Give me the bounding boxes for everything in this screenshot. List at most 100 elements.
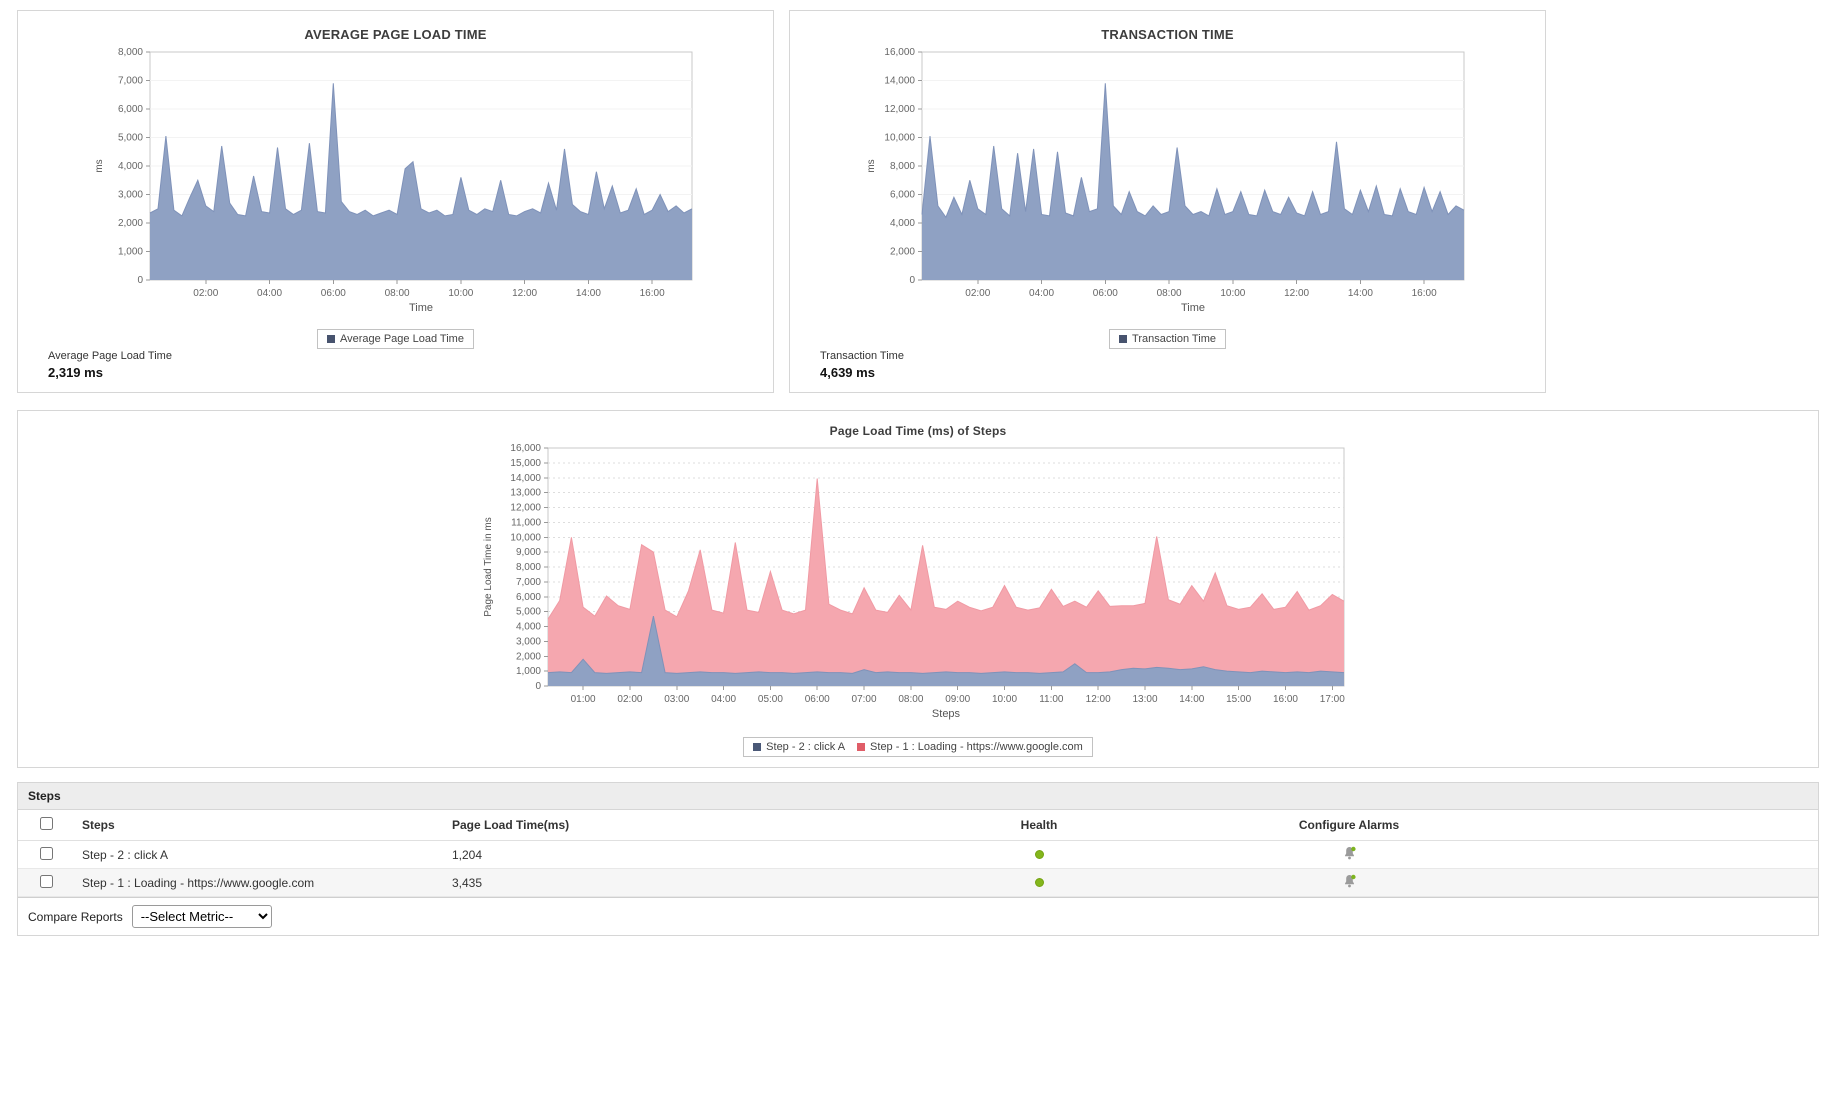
svg-text:12:00: 12:00: [1086, 694, 1111, 705]
table-header-row: Steps Page Load Time(ms) Health Configur…: [18, 810, 1818, 841]
svg-text:9,000: 9,000: [516, 547, 541, 558]
svg-text:10:00: 10:00: [448, 288, 473, 299]
col-configure-alarms: Configure Alarms: [1204, 810, 1494, 841]
configure-alarm-button[interactable]: [1343, 874, 1356, 888]
svg-text:8,000: 8,000: [516, 562, 541, 573]
chart-title: TRANSACTION TIME: [1101, 27, 1234, 42]
col-filler: [1494, 810, 1818, 841]
average-page-load-chart: 0 1,000 2,000 3,000 4,000 5,000 6,000 7,000 8,00…: [86, 44, 706, 329]
svg-text:05:00: 05:00: [758, 694, 783, 705]
filler-cell: [1494, 840, 1818, 869]
legend-marker-icon: [753, 743, 762, 751]
svg-text:8,000: 8,000: [889, 161, 914, 172]
svg-text:02:00: 02:00: [965, 288, 990, 299]
transaction-time-svg: 0 2,000 4,000 6,000 8,000 10,000 12,000 14,000 1…: [866, 47, 1464, 314]
svg-text:Steps: Steps: [932, 708, 961, 720]
health-indicator: [1034, 849, 1044, 859]
legend-marker-icon: [857, 743, 866, 751]
svg-text:10,000: 10,000: [510, 532, 541, 543]
svg-text:09:00: 09:00: [945, 694, 970, 705]
svg-text:06:00: 06:00: [1092, 288, 1117, 299]
legend-label: Transaction Time: [1132, 333, 1216, 345]
configure-alarm-icon: [1344, 874, 1356, 888]
legend-box: Average Page Load Time: [317, 329, 474, 349]
svg-text:8,000: 8,000: [117, 47, 142, 58]
select-all-checkbox[interactable]: [39, 817, 53, 830]
svg-text:01:00: 01:00: [571, 694, 596, 705]
average-page-load-time-svg: 0 1,000 2,000 3,000 4,000 5,000 6,000 7,000 8,00…: [94, 47, 692, 314]
svg-text:10:00: 10:00: [1220, 288, 1245, 299]
chart-legend: Transaction Time: [1109, 329, 1226, 349]
filler-cell: [1494, 868, 1818, 897]
svg-text:17:00: 17:00: [1320, 694, 1345, 705]
table-row: Step - 2 : click A 1,204: [18, 840, 1818, 869]
svg-text:04:00: 04:00: [257, 288, 282, 299]
metric-select[interactable]: --Select Metric--: [131, 905, 272, 928]
chart-title: Page Load Time (ms) of Steps: [829, 424, 1007, 438]
table-row: Step - 1 : Loading - https://www.google.…: [18, 868, 1818, 897]
svg-text:4,000: 4,000: [117, 161, 142, 172]
col-page-load-time: Page Load Time(ms): [444, 810, 874, 841]
svg-text:3,000: 3,000: [117, 190, 142, 201]
legend-box: Step - 2 : click A Step - 1 : Loading - h…: [743, 737, 1093, 757]
report-page: AVERAGE PAGE LOAD TIME 0 1,000 2,000 3,000 4…: [17, 10, 1819, 936]
svg-text:0: 0: [535, 681, 541, 692]
legend-item: Step - 1 : Loading - https://www.google.…: [857, 741, 1083, 753]
row-checkbox[interactable]: [39, 874, 53, 888]
summary-label: Average Page Load Time: [48, 350, 172, 362]
steps-table: Steps Page Load Time(ms) Health Configur…: [18, 810, 1818, 897]
steps-panel-title: Steps: [18, 783, 1818, 810]
page-load-time-value: 3,435: [444, 868, 874, 897]
svg-text:11,000: 11,000: [511, 517, 541, 528]
top-charts-row: AVERAGE PAGE LOAD TIME 0 1,000 2,000 3,000 4…: [17, 10, 1819, 393]
svg-text:15,000: 15,000: [510, 458, 541, 469]
svg-text:04:00: 04:00: [711, 694, 736, 705]
compare-reports-bar: Compare Reports --Select Metric--: [18, 897, 1818, 935]
summary-value: 4,639 ms: [820, 365, 875, 380]
svg-text:13:00: 13:00: [1132, 694, 1157, 705]
transaction-time-panel: TRANSACTION TIME 0 2,000 4,000 6,000 8,000 10…: [789, 10, 1546, 393]
legend-marker-icon: [1119, 335, 1128, 343]
steps-stacked-chart: 0 1,000 2,000 3,000 4,000 5,000 6,000 7,000 8,00…: [478, 440, 1358, 737]
svg-text:Time: Time: [1180, 302, 1204, 314]
chart-title: AVERAGE PAGE LOAD TIME: [304, 27, 487, 42]
svg-text:11:00: 11:00: [1039, 694, 1064, 705]
page-load-time-of-steps-svg: 0 1,000 2,000 3,000 4,000 5,000 6,000 7,000 8,00…: [483, 443, 1345, 720]
legend-marker-icon: [327, 335, 336, 343]
summary-value: 2,319 ms: [48, 365, 103, 380]
svg-text:0: 0: [137, 275, 143, 286]
legend-label: Step - 2 : click A: [766, 741, 846, 753]
summary-label: Transaction Time: [820, 350, 904, 362]
svg-text:14:00: 14:00: [1347, 288, 1372, 299]
svg-text:4,000: 4,000: [516, 622, 541, 633]
svg-text:16:00: 16:00: [1411, 288, 1436, 299]
svg-text:15:00: 15:00: [1226, 694, 1251, 705]
svg-text:10,000: 10,000: [884, 133, 915, 144]
svg-text:6,000: 6,000: [117, 104, 142, 115]
svg-text:12,000: 12,000: [884, 104, 915, 115]
svg-text:Time: Time: [408, 302, 432, 314]
chart-legend: Step - 2 : click A Step - 1 : Loading - h…: [743, 737, 1093, 757]
svg-text:7,000: 7,000: [117, 76, 142, 87]
svg-text:2,000: 2,000: [516, 651, 541, 662]
svg-text:06:00: 06:00: [320, 288, 345, 299]
row-checkbox[interactable]: [39, 846, 53, 860]
svg-text:16:00: 16:00: [639, 288, 664, 299]
svg-text:12,000: 12,000: [510, 503, 541, 514]
svg-text:2,000: 2,000: [889, 247, 914, 258]
svg-text:13,000: 13,000: [510, 488, 541, 499]
svg-text:14,000: 14,000: [510, 473, 541, 484]
svg-text:14,000: 14,000: [884, 76, 915, 87]
svg-text:1,000: 1,000: [516, 666, 541, 677]
svg-text:08:00: 08:00: [898, 694, 923, 705]
legend-item: Step - 2 : click A: [753, 741, 845, 753]
svg-text:ms: ms: [866, 159, 877, 172]
legend-box: Transaction Time: [1109, 329, 1226, 349]
transaction-time-chart: 0 2,000 4,000 6,000 8,000 10,000 12,000 14,000 1…: [858, 44, 1478, 329]
compare-reports-label: Compare Reports: [28, 909, 123, 924]
svg-text:3,000: 3,000: [516, 636, 541, 647]
svg-text:0: 0: [909, 275, 915, 286]
svg-text:06:00: 06:00: [805, 694, 830, 705]
configure-alarm-button[interactable]: [1343, 846, 1356, 860]
svg-text:1,000: 1,000: [117, 247, 142, 258]
